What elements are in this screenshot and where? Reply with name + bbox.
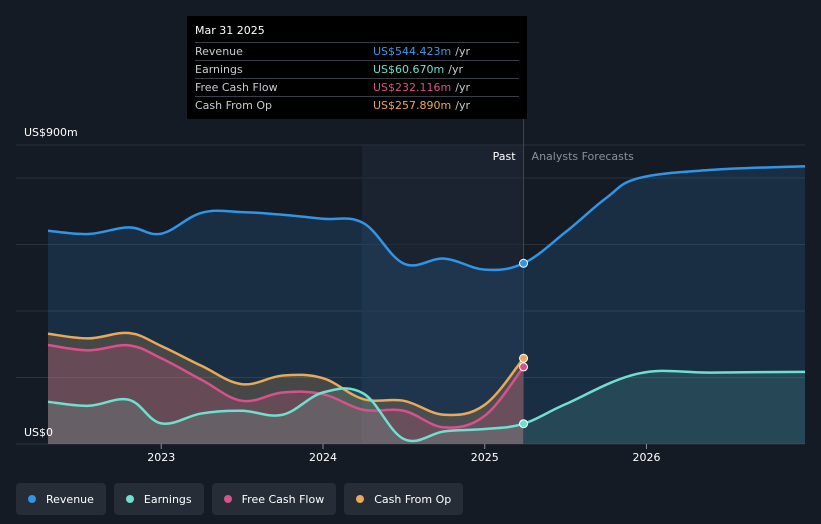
tooltip-rows: Revenue US$544.423m/yr Earnings US$60.670m /…: [195, 42, 519, 114]
analysts-forecasts-label: Analysts Forecasts: [532, 150, 635, 163]
free-cash-flow-marker: [519, 362, 529, 372]
x-axis-ticks: 2023 2024 2025 2026: [147, 444, 660, 464]
tooltip-row-value: US$544.423m: [373, 45, 452, 58]
earnings-area: [48, 370, 805, 444]
x-tick-label-2023: 2023: [147, 451, 175, 464]
series-markers: [519, 258, 529, 429]
x-tick-label-2024: 2024: [309, 451, 337, 464]
legend-item-earnings[interactable]: Earnings: [113, 483, 204, 515]
past-label: Past: [493, 150, 517, 163]
legend-item-label: Earnings: [143, 492, 192, 506]
tooltip-row-label: Revenue: [195, 45, 243, 58]
y-axis-max-label: US$900m: [24, 126, 78, 139]
cash-from-op-marker: [519, 353, 529, 363]
tooltip-date: Mar 31 2025: [195, 24, 265, 37]
cash-from-op-line: [47, 331, 525, 417]
tooltip-row-label: Earnings: [195, 63, 243, 76]
revenue-line: [47, 165, 806, 272]
tooltip-row-unit: /yr: [455, 45, 470, 58]
tooltip-row-revenue: Revenue US$544.423m/yr: [195, 42, 519, 60]
tooltip-row-cash-from-op: Cash From Op US$257.890m/yr: [195, 96, 519, 114]
free-cash-flow-area: [48, 344, 524, 444]
tooltip-row-value: US$257.890m: [373, 99, 452, 112]
legend-item-cash-from-op[interactable]: Cash From Op: [344, 483, 464, 515]
revenue-marker: [519, 258, 529, 268]
legend-item-label: Revenue: [46, 492, 94, 506]
legend-dot-icon: [356, 495, 365, 503]
legend-item-free-cash-flow[interactable]: Free Cash Flow: [211, 483, 337, 515]
tooltip-row-label: Free Cash Flow: [195, 81, 278, 94]
legend-item-label: Free Cash Flow: [241, 492, 325, 506]
tooltip-row-label: Cash From Op: [195, 99, 273, 112]
chart-legend: Revenue Earnings Free Cash Flow Cash From O…: [16, 483, 464, 515]
tooltip-row-value: US$60.670m: [373, 63, 445, 76]
data-tooltip: Mar 31 2025 Revenue US$544.423m/yr Earning…: [187, 16, 527, 119]
tooltip-row-unit: /yr: [455, 99, 470, 112]
legend-dot-icon: [125, 495, 134, 503]
x-tick-label-2025: 2025: [471, 451, 499, 464]
earnings-marker: [519, 419, 529, 429]
tooltip-row-value: US$232.116m: [373, 81, 452, 94]
tooltip-row-free-cash-flow: Free Cash Flow US$232.116m/yr: [195, 78, 519, 96]
legend-dot-icon: [223, 495, 232, 503]
tooltip-row-unit: /yr: [455, 81, 470, 94]
x-tick-label-2026: 2026: [632, 451, 660, 464]
tooltip-row-earnings: Earnings US$60.670m/yr: [195, 60, 519, 78]
earnings-line: [47, 369, 806, 443]
legend-item-revenue[interactable]: Revenue: [16, 483, 106, 515]
tooltip-row-unit: /yr: [448, 63, 463, 76]
y-axis-min-label: US$0: [24, 426, 53, 439]
free-cash-flow-line: [47, 343, 525, 429]
series-lines: [47, 165, 806, 443]
legend-dot-icon: [28, 495, 36, 503]
legend-item-label: Cash From Op: [374, 492, 452, 506]
revenue-area: [48, 166, 805, 445]
